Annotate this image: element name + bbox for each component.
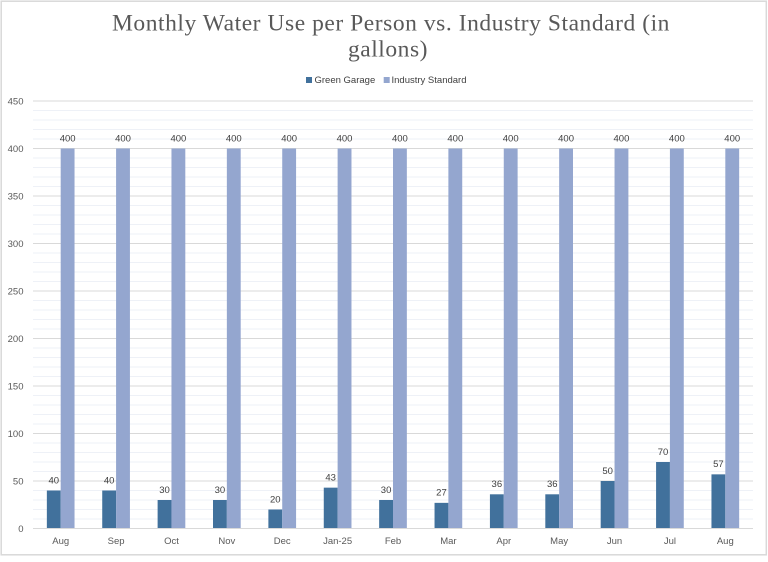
svg-text:Apr: Apr	[496, 536, 511, 547]
svg-text:200: 200	[8, 334, 24, 345]
svg-text:36: 36	[547, 479, 558, 490]
svg-text:250: 250	[8, 286, 24, 297]
svg-text:40: 40	[48, 475, 59, 486]
svg-text:400: 400	[558, 133, 574, 144]
svg-text:400: 400	[447, 133, 463, 144]
svg-text:400: 400	[281, 133, 297, 144]
svg-text:Jan-25: Jan-25	[323, 536, 352, 547]
svg-text:50: 50	[13, 476, 24, 487]
svg-text:0: 0	[18, 524, 23, 535]
svg-text:Jul: Jul	[664, 536, 676, 547]
svg-text:Green Garage: Green Garage	[315, 75, 376, 86]
svg-text:57: 57	[713, 459, 724, 470]
svg-text:400: 400	[392, 133, 408, 144]
svg-text:100: 100	[8, 429, 24, 440]
svg-text:350: 350	[8, 191, 24, 202]
svg-text:70: 70	[658, 447, 669, 458]
svg-text:Aug: Aug	[52, 536, 69, 547]
svg-text:400: 400	[60, 133, 76, 144]
svg-text:400: 400	[724, 133, 740, 144]
svg-text:36: 36	[492, 479, 503, 490]
svg-text:450: 450	[8, 96, 24, 107]
svg-text:Mar: Mar	[440, 536, 456, 547]
svg-text:40: 40	[104, 475, 115, 486]
svg-text:Sep: Sep	[108, 536, 125, 547]
svg-text:30: 30	[215, 485, 226, 496]
svg-text:43: 43	[325, 472, 336, 483]
svg-text:Jun: Jun	[607, 536, 622, 547]
svg-text:30: 30	[159, 485, 170, 496]
svg-text:Oct: Oct	[164, 536, 179, 547]
svg-text:Industry Standard: Industry Standard	[392, 75, 467, 86]
svg-text:30: 30	[381, 485, 392, 496]
svg-text:50: 50	[602, 466, 613, 477]
svg-text:27: 27	[436, 488, 447, 499]
svg-text:20: 20	[270, 494, 281, 505]
svg-text:400: 400	[337, 133, 353, 144]
svg-text:Dec: Dec	[274, 536, 291, 547]
svg-text:May: May	[550, 536, 568, 547]
svg-text:400: 400	[614, 133, 630, 144]
svg-text:400: 400	[669, 133, 685, 144]
svg-text:150: 150	[8, 381, 24, 392]
svg-text:400: 400	[170, 133, 186, 144]
svg-text:Monthly Water Use per Person v: Monthly Water Use per Person vs. Industr…	[112, 11, 670, 37]
svg-text:Feb: Feb	[385, 536, 401, 547]
svg-text:400: 400	[8, 144, 24, 155]
svg-text:400: 400	[226, 133, 242, 144]
svg-text:gallons): gallons)	[348, 37, 428, 63]
svg-text:Aug: Aug	[717, 536, 734, 547]
svg-text:400: 400	[503, 133, 519, 144]
svg-text:300: 300	[8, 239, 24, 250]
svg-text:400: 400	[115, 133, 131, 144]
svg-text:Nov: Nov	[218, 536, 235, 547]
